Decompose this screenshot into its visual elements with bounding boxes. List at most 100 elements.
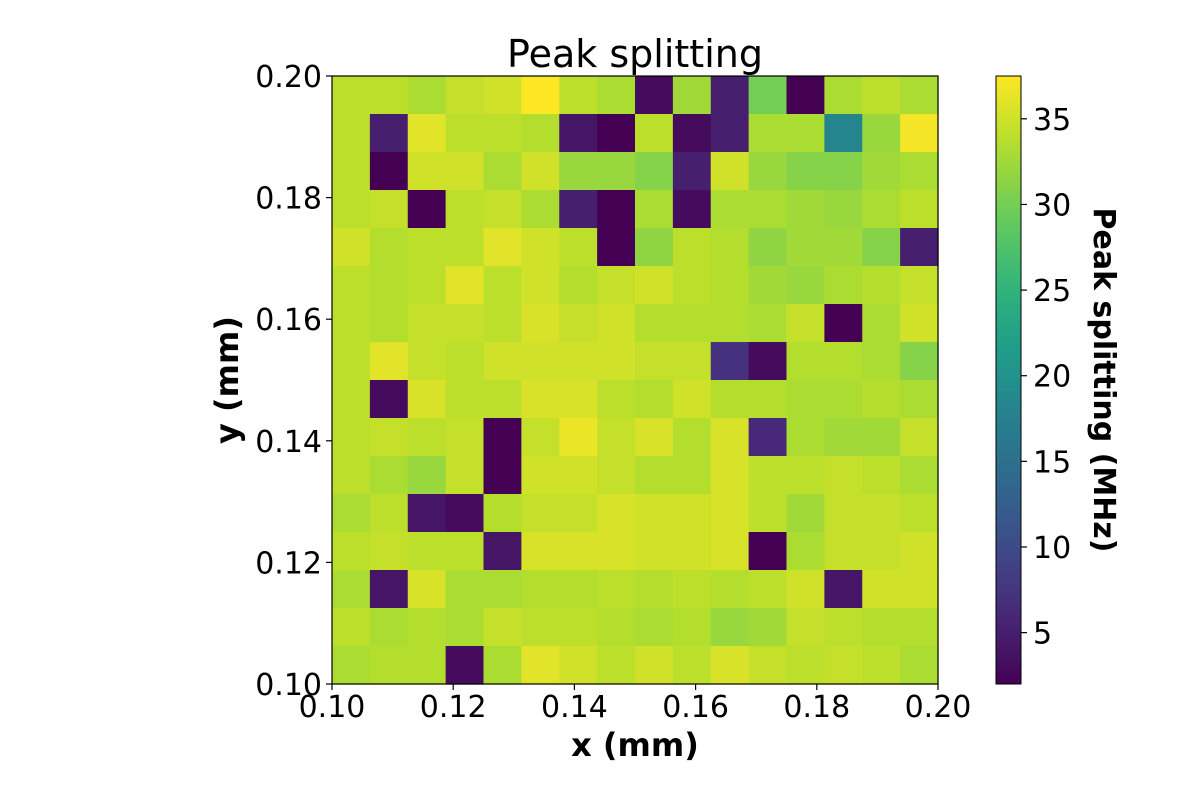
heatmap-cell <box>862 532 901 571</box>
heatmap-cell <box>824 190 863 229</box>
heatmap-cell <box>407 380 447 419</box>
heatmap-cell <box>597 76 636 115</box>
heatmap-cell <box>635 570 674 609</box>
colorbar-tick-label: 30 <box>1033 188 1071 223</box>
heatmap-cell <box>710 342 750 381</box>
heatmap-cell <box>597 646 636 685</box>
heatmap-cell <box>332 266 371 305</box>
heatmap-cell <box>900 418 939 457</box>
heatmap-cell <box>862 114 901 153</box>
heatmap-cell <box>559 646 598 685</box>
heatmap-cell <box>900 228 939 267</box>
heatmap-cell <box>862 304 901 343</box>
heatmap-cell <box>900 456 939 495</box>
heatmap-cell <box>445 646 485 685</box>
colorbar-tick-label: 25 <box>1033 274 1071 309</box>
heatmap-cell <box>369 152 409 191</box>
heatmap-cell <box>862 608 901 647</box>
heatmap-cell <box>559 380 598 419</box>
heatmap-cell <box>900 152 939 191</box>
heatmap-cell <box>900 304 939 343</box>
heatmap-cell <box>559 418 598 457</box>
heatmap-cell <box>559 342 598 381</box>
heatmap-cell <box>559 304 598 343</box>
heatmap-cell <box>672 190 712 229</box>
heatmap-cell <box>521 114 560 153</box>
heatmap-cell <box>862 76 901 115</box>
heatmap-cell <box>900 114 939 153</box>
heatmap-cell <box>635 114 674 153</box>
heatmap-cell <box>369 228 409 267</box>
heatmap-cell <box>407 266 447 305</box>
heatmap-cell <box>748 456 788 495</box>
heatmap-cell <box>559 266 598 305</box>
heatmap-cell <box>445 228 485 267</box>
colorbar-tick-label: 10 <box>1033 531 1071 566</box>
y-tick-label: 0.12 <box>255 546 322 581</box>
heatmap-cell <box>635 76 674 115</box>
heatmap-cell <box>710 266 750 305</box>
heatmap-cell <box>597 190 636 229</box>
heatmap-cell <box>862 494 901 533</box>
heatmap-cell <box>407 456 447 495</box>
heatmap-cell <box>824 304 863 343</box>
heatmap-cell <box>862 570 901 609</box>
heatmap-cell <box>824 418 863 457</box>
heatmap-cell <box>748 304 788 343</box>
heatmap-cell <box>824 570 863 609</box>
heatmap-cell <box>521 380 560 419</box>
heatmap-cell <box>483 76 522 115</box>
heatmap-cell <box>332 114 371 153</box>
heatmap-cell <box>710 608 750 647</box>
heatmap-cell <box>824 114 863 153</box>
plot-frame <box>331 75 939 685</box>
heatmap-cell <box>559 494 598 533</box>
heatmap-cell <box>445 76 485 115</box>
heatmap-cell <box>862 266 901 305</box>
heatmap-cell <box>672 342 712 381</box>
heatmap-cell <box>332 418 371 457</box>
heatmap-cell <box>786 190 825 229</box>
heatmap-cell <box>710 646 750 685</box>
heatmap-cell <box>824 494 863 533</box>
heatmap-cell <box>407 608 447 647</box>
heatmap-cell <box>483 228 522 267</box>
heatmap-cell <box>445 608 485 647</box>
heatmap-cell <box>445 494 485 533</box>
heatmap-cell <box>483 152 522 191</box>
heatmap-cell <box>635 228 674 267</box>
heatmap-cell <box>748 494 788 533</box>
heatmap-cell <box>635 532 674 571</box>
heatmap-cell <box>521 266 560 305</box>
heatmap-cell <box>635 266 674 305</box>
heatmap-cell <box>710 380 750 419</box>
heatmap-cell <box>407 570 447 609</box>
heatmap-cell <box>332 228 371 267</box>
heatmap-cell <box>483 418 522 457</box>
heatmap-cell <box>559 608 598 647</box>
colorbar-tick-label: 15 <box>1033 445 1071 480</box>
heatmap-cell <box>521 418 560 457</box>
heatmap-cell <box>786 570 825 609</box>
heatmap-cell <box>862 342 901 381</box>
heatmap-cell <box>407 532 447 571</box>
heatmap-cell <box>786 76 825 115</box>
x-tick-label: 0.18 <box>783 690 850 725</box>
heatmap-cell <box>748 228 788 267</box>
heatmap-cell <box>786 532 825 571</box>
heatmap-cell <box>407 304 447 343</box>
heatmap-cell <box>597 456 636 495</box>
heatmap-cell <box>748 532 788 571</box>
heatmap-cell <box>748 380 788 419</box>
heatmap-cell <box>483 114 522 153</box>
heatmap-cell <box>407 114 447 153</box>
heatmap-cell <box>369 646 409 685</box>
heatmap-cell <box>748 190 788 229</box>
heatmap-cell <box>521 304 560 343</box>
heatmap-cell <box>900 570 939 609</box>
heatmap-cell <box>407 190 447 229</box>
heatmap-cell <box>786 418 825 457</box>
heatmap-cell <box>332 608 371 647</box>
heatmap-cell <box>483 304 522 343</box>
